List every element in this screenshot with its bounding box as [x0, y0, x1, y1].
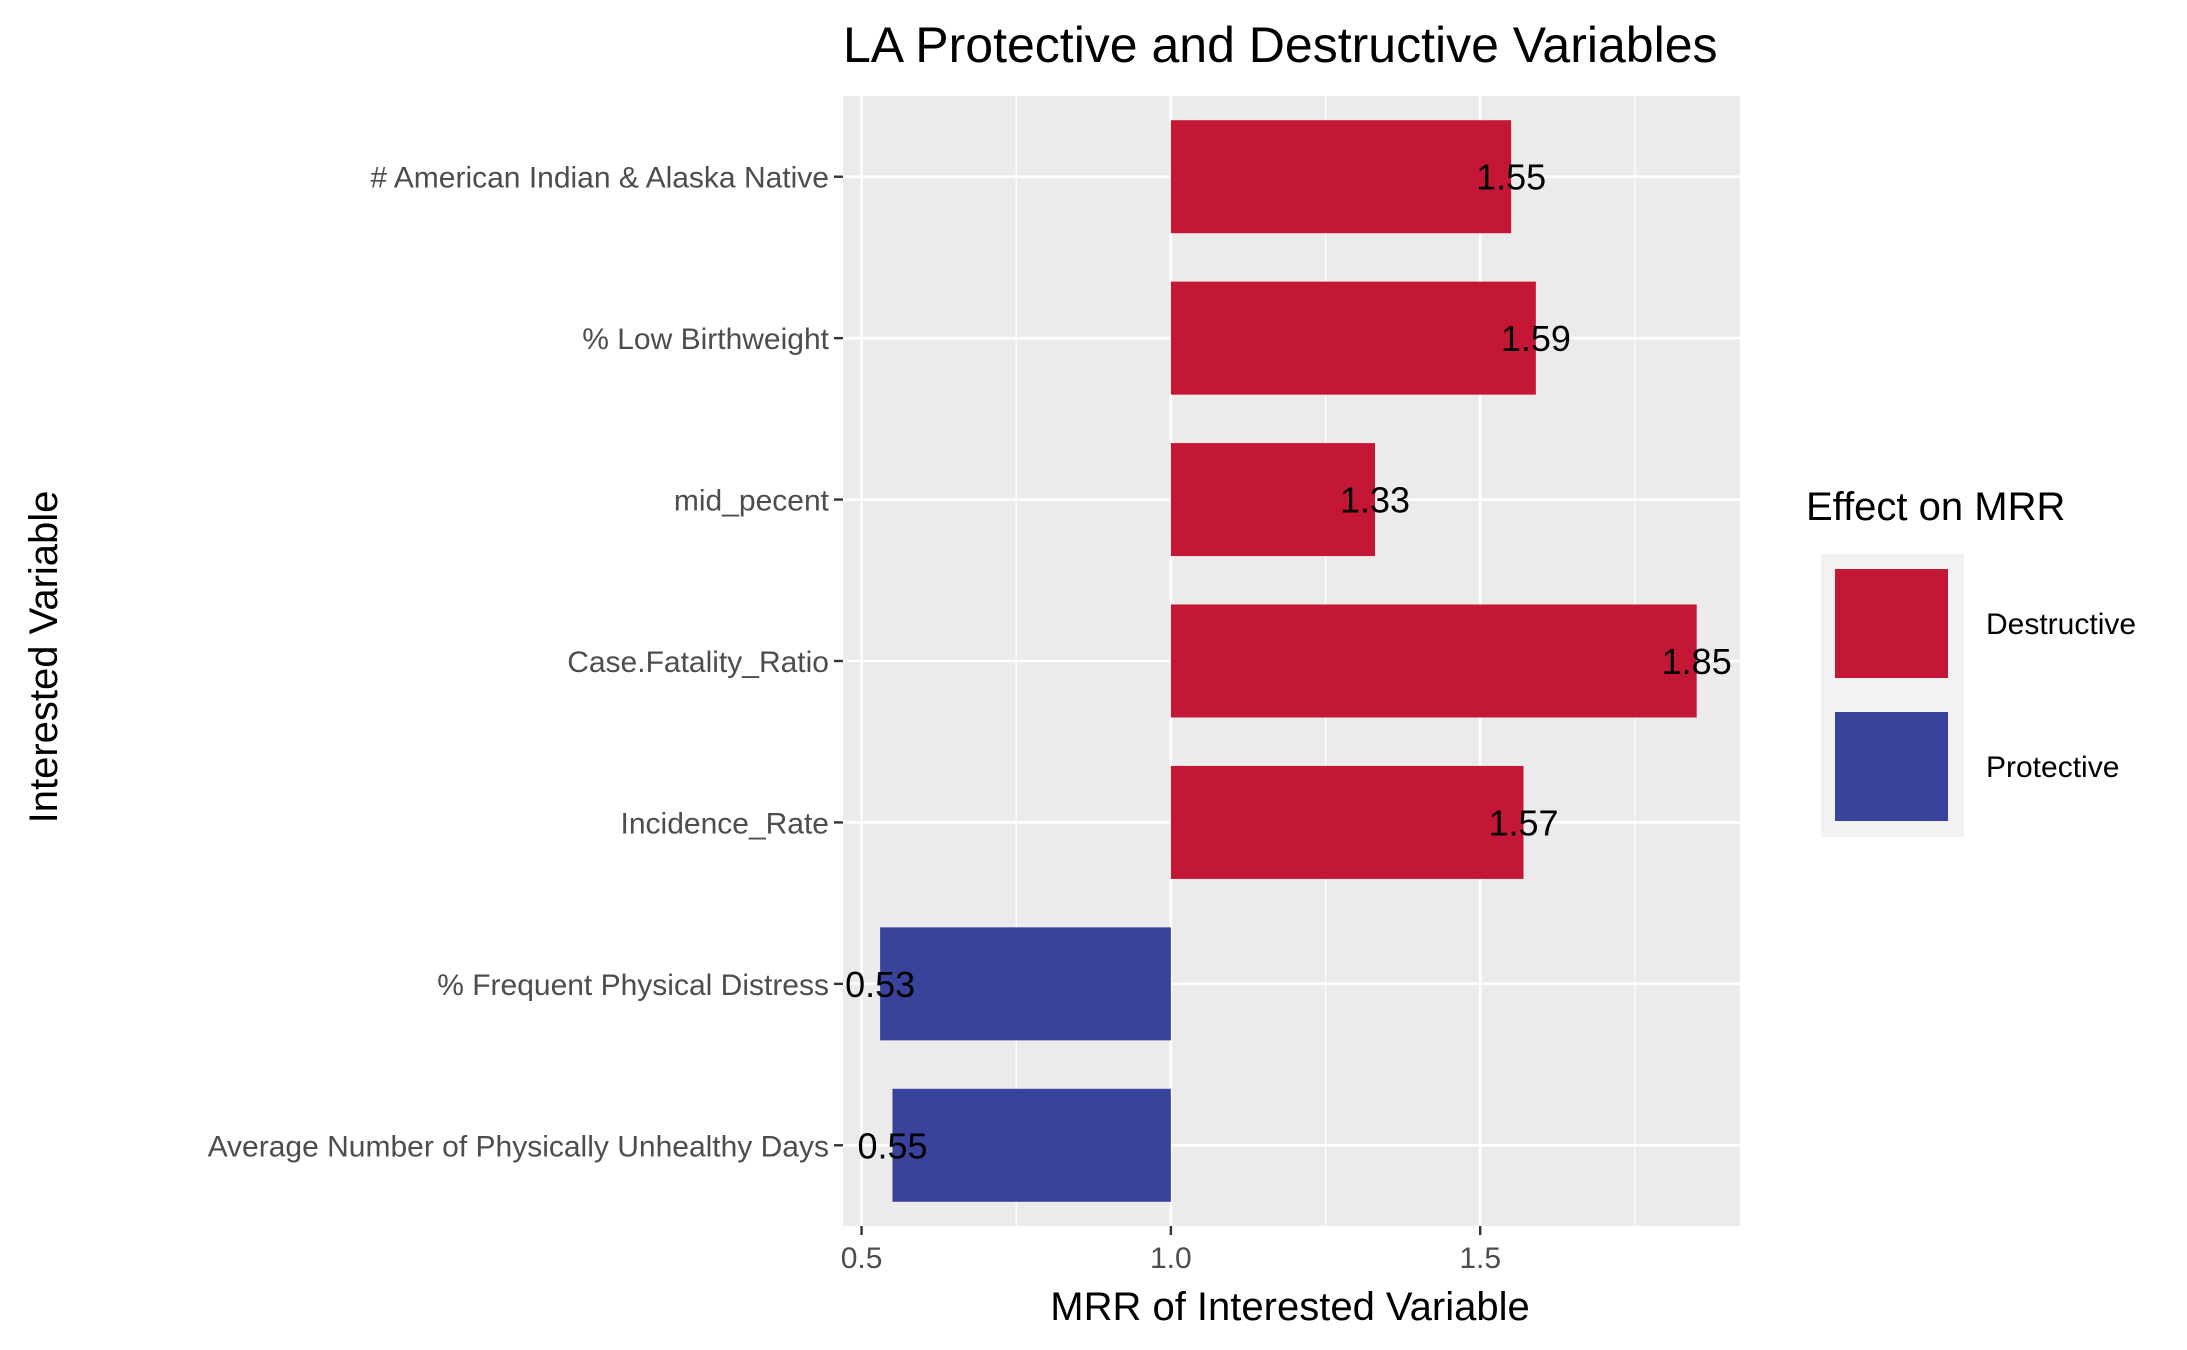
data-label: 1.59 — [1501, 318, 1571, 359]
x-tick-label: 1.0 — [1150, 1242, 1192, 1275]
x-tick-label: 0.5 — [841, 1242, 883, 1275]
y-tick-label: Case.Fatality_Ratio — [567, 646, 829, 679]
data-labels: 1.55 1.59 1.33 1.85 1.57 0.53 0.55 — [845, 157, 1732, 1167]
data-label: 1.57 — [1488, 802, 1558, 843]
y-tick-label: Incidence_Rate — [621, 807, 829, 840]
legend-title: Effect on MRR — [1806, 485, 2065, 529]
legend-swatch — [1835, 569, 1948, 678]
bar — [880, 927, 1171, 1041]
x-tick-label: 1.5 — [1459, 1242, 1501, 1275]
y-tick-label: # American Indian & Alaska Native — [370, 162, 829, 195]
x-axis-title: MRR of Interested Variable — [1050, 1285, 1529, 1329]
y-tick-label: mid_pecent — [674, 485, 830, 518]
axes: # American Indian & Alaska Native % Low B… — [208, 162, 1501, 1275]
y-tick-label: % Low Birthweight — [582, 323, 829, 356]
bar — [892, 1088, 1171, 1202]
bar — [1170, 604, 1697, 718]
legend: Effect on MRR Destructive Protective — [1806, 485, 2136, 837]
legend-label: Protective — [1986, 751, 2119, 784]
data-label: 0.53 — [845, 964, 915, 1005]
bar — [1170, 443, 1376, 557]
data-label: 1.33 — [1340, 480, 1410, 521]
y-axis-title: Interested Variable — [22, 491, 66, 824]
data-label: 0.55 — [857, 1125, 927, 1166]
legend-label: Destructive — [1986, 608, 2136, 641]
y-tick-label: Average Number of Physically Unhealthy D… — [208, 1130, 829, 1163]
bar — [1170, 765, 1524, 879]
legend-swatch — [1835, 712, 1948, 821]
bars — [880, 120, 1697, 1202]
data-label: 1.85 — [1662, 641, 1732, 682]
chart-title: LA Protective and Destructive Variables — [843, 17, 1718, 73]
data-label: 1.55 — [1476, 157, 1546, 198]
bar — [1170, 281, 1536, 395]
y-tick-label: % Frequent Physical Distress — [437, 969, 829, 1002]
bar — [1170, 120, 1512, 234]
